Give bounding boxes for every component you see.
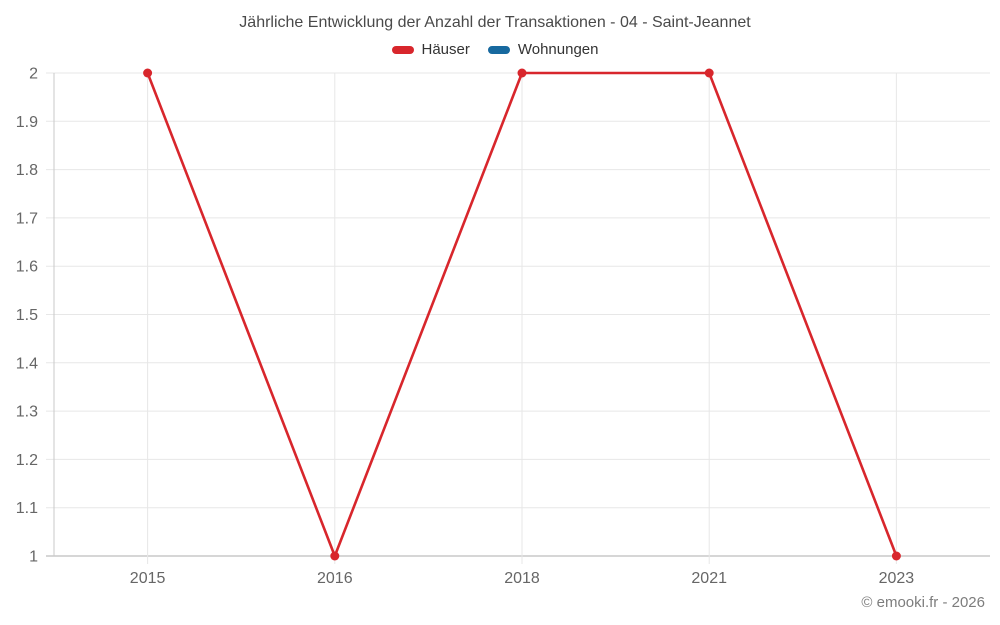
y-axis-tick-label: 1.5: [16, 307, 38, 324]
y-axis-tick-label: 1: [29, 549, 38, 566]
data-point-häuser[interactable]: [704, 68, 714, 78]
y-axis-tick-label: 2: [29, 66, 38, 83]
x-axis-tick-label: 2018: [504, 570, 540, 587]
legend-marker-hauser-icon: [391, 45, 414, 54]
x-axis-tick-label: 2021: [691, 570, 727, 587]
y-axis-tick-label: 1.2: [16, 452, 38, 469]
legend-item-wohnungen[interactable]: Wohnungen: [487, 41, 599, 58]
y-axis-tick-label: 1.7: [16, 210, 38, 227]
data-point-häuser[interactable]: [143, 68, 153, 78]
data-point-häuser[interactable]: [891, 551, 901, 561]
x-axis-tick-label: 2016: [317, 570, 353, 587]
legend-item-hauser[interactable]: Häuser: [391, 41, 470, 58]
chart-title: Jährliche Entwicklung der Anzahl der Tra…: [239, 14, 751, 31]
legend-label-hauser: Häuser: [421, 41, 470, 58]
y-axis-tick-label: 1.9: [16, 114, 38, 131]
y-axis-tick-label: 1.3: [16, 404, 38, 421]
chart-header: Jährliche Entwicklung der Anzahl der Tra…: [0, 0, 990, 58]
legend-label-wohnungen: Wohnungen: [517, 41, 599, 58]
y-axis-tick-label: 1.8: [16, 162, 38, 179]
data-point-häuser[interactable]: [330, 551, 340, 561]
chart-legend: Häuser Wohnungen: [0, 41, 990, 58]
copyright-text: © emooki.fr - 2026: [861, 594, 985, 611]
legend-marker-wohnungen-icon: [487, 45, 510, 54]
y-axis-tick-label: 1.1: [16, 500, 38, 517]
y-axis-tick-label: 1.6: [16, 259, 38, 276]
x-axis-tick-label: 2015: [130, 570, 166, 587]
y-axis-tick-label: 1.4: [16, 355, 38, 372]
x-axis-tick-label: 2023: [879, 570, 915, 587]
data-point-häuser[interactable]: [517, 68, 527, 78]
